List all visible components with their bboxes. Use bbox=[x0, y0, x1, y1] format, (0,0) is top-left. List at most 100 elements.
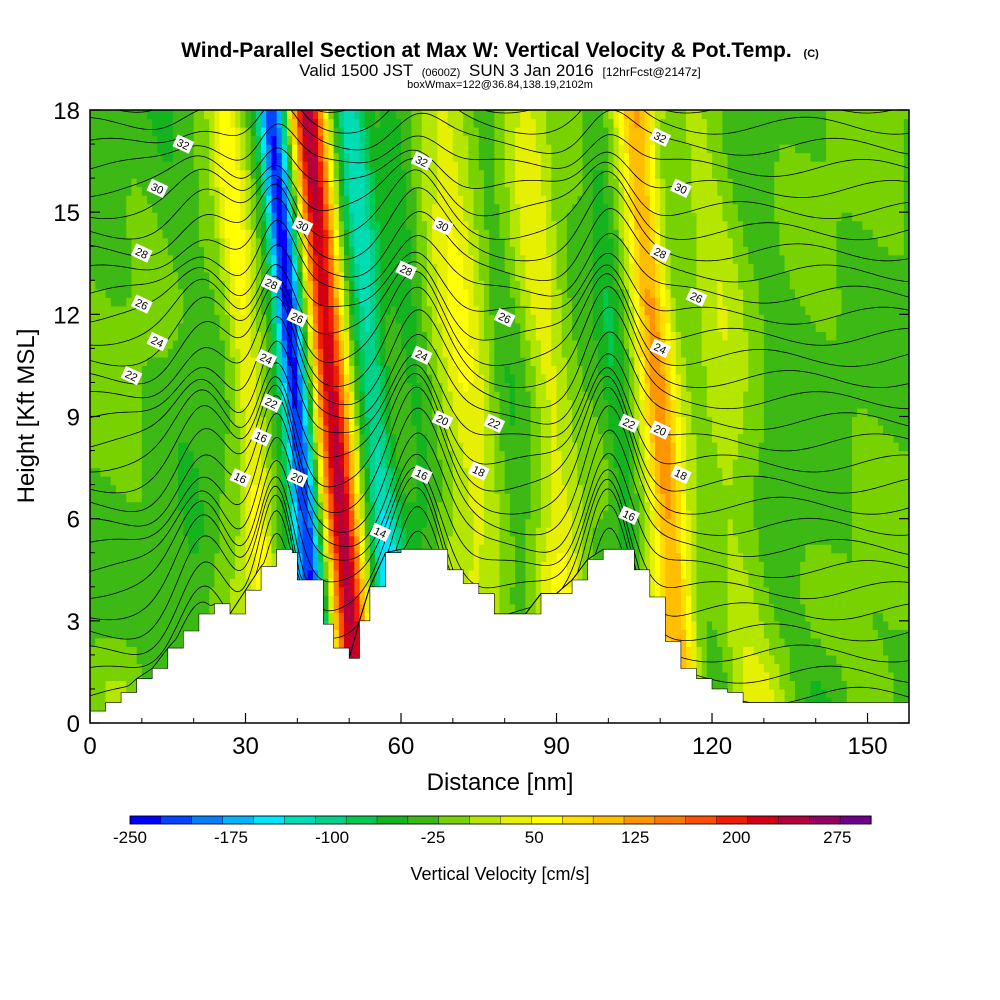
field-cell bbox=[90, 322, 96, 332]
field-cell bbox=[375, 578, 381, 588]
field-cell bbox=[323, 297, 330, 307]
field-cell bbox=[126, 595, 133, 605]
field-cell bbox=[172, 161, 179, 171]
field-cell bbox=[100, 671, 107, 682]
field-cell bbox=[312, 195, 319, 205]
field-cell bbox=[437, 203, 444, 213]
field-cell bbox=[183, 535, 190, 545]
field-cell bbox=[271, 229, 278, 239]
field-cell bbox=[178, 569, 184, 579]
field-cell bbox=[406, 518, 412, 528]
field-cell bbox=[240, 195, 247, 205]
field-cell bbox=[198, 271, 205, 281]
field-cell bbox=[333, 144, 340, 154]
field-cell bbox=[375, 544, 381, 554]
field-cell bbox=[95, 305, 101, 315]
field-cell bbox=[126, 118, 133, 128]
field-cell bbox=[281, 305, 288, 315]
field-cell bbox=[286, 365, 293, 375]
field-cell bbox=[152, 484, 158, 494]
field-cell bbox=[167, 237, 174, 247]
field-cell bbox=[432, 118, 438, 128]
field-cell bbox=[100, 705, 107, 716]
field-cell bbox=[276, 305, 283, 315]
field-cell bbox=[105, 237, 112, 247]
field-cell bbox=[110, 390, 117, 401]
field-cell bbox=[152, 152, 158, 162]
field-cell bbox=[141, 127, 148, 137]
field-cell bbox=[349, 263, 355, 273]
field-cell bbox=[121, 220, 127, 230]
field-cell bbox=[141, 484, 148, 494]
field-cell bbox=[318, 356, 324, 367]
field-cell bbox=[141, 416, 148, 426]
field-cell bbox=[401, 510, 407, 520]
field-cell bbox=[416, 322, 423, 332]
field-cell bbox=[297, 169, 304, 179]
field-cell bbox=[395, 450, 402, 460]
field-cell bbox=[188, 569, 195, 579]
field-cell bbox=[354, 152, 361, 162]
field-cell bbox=[349, 467, 355, 477]
field-cell bbox=[162, 578, 169, 588]
field-cell bbox=[380, 322, 387, 332]
field-cell bbox=[364, 442, 371, 452]
field-cell bbox=[178, 331, 184, 341]
field-cell bbox=[105, 535, 112, 545]
field-cell bbox=[255, 407, 262, 418]
field-cell bbox=[229, 603, 236, 613]
field-cell bbox=[401, 416, 407, 426]
field-cell bbox=[214, 416, 221, 426]
field-cell bbox=[105, 510, 112, 520]
field-cell bbox=[416, 356, 423, 367]
field-cell bbox=[240, 356, 247, 367]
field-cell bbox=[421, 212, 428, 222]
field-cell bbox=[90, 254, 96, 264]
field-cell bbox=[421, 271, 428, 281]
field-cell bbox=[318, 527, 324, 537]
field-cell bbox=[250, 212, 257, 222]
field-cell bbox=[188, 518, 195, 528]
field-cell bbox=[411, 407, 418, 418]
field-cell bbox=[312, 178, 319, 188]
field-cell bbox=[157, 450, 164, 460]
field-cell bbox=[359, 467, 366, 477]
field-cell bbox=[442, 518, 449, 528]
field-cell bbox=[297, 288, 304, 298]
field-cell bbox=[183, 407, 190, 418]
field-cell bbox=[110, 416, 117, 426]
field-cell bbox=[369, 118, 376, 128]
field-cell bbox=[95, 263, 101, 273]
field-cell bbox=[312, 237, 319, 247]
field-cell bbox=[193, 110, 200, 120]
field-cell bbox=[255, 467, 262, 477]
field-cell bbox=[121, 552, 127, 562]
field-cell bbox=[214, 586, 221, 596]
field-cell bbox=[302, 433, 309, 443]
field-cell bbox=[271, 365, 278, 375]
field-cell bbox=[126, 629, 133, 639]
field-cell bbox=[141, 578, 148, 588]
field-cell bbox=[375, 152, 381, 162]
field-cell bbox=[95, 416, 101, 426]
field-cell bbox=[126, 476, 133, 486]
field-cell bbox=[90, 127, 96, 137]
field-cell bbox=[115, 510, 122, 520]
field-cell bbox=[364, 518, 371, 528]
field-cell bbox=[147, 433, 153, 443]
field-cell bbox=[193, 297, 200, 307]
field-cell bbox=[115, 612, 122, 622]
field-cell bbox=[115, 527, 122, 537]
field-cell bbox=[126, 246, 133, 256]
field-cell bbox=[172, 254, 179, 264]
field-cell bbox=[131, 671, 138, 682]
field-cell bbox=[167, 510, 174, 520]
field-cell bbox=[121, 467, 127, 477]
field-cell bbox=[131, 331, 138, 341]
field-cell bbox=[401, 237, 407, 247]
field-cell bbox=[318, 484, 324, 494]
field-cell bbox=[214, 288, 221, 298]
field-cell bbox=[359, 544, 366, 554]
field-cell bbox=[328, 399, 335, 409]
field-cell bbox=[136, 229, 143, 239]
